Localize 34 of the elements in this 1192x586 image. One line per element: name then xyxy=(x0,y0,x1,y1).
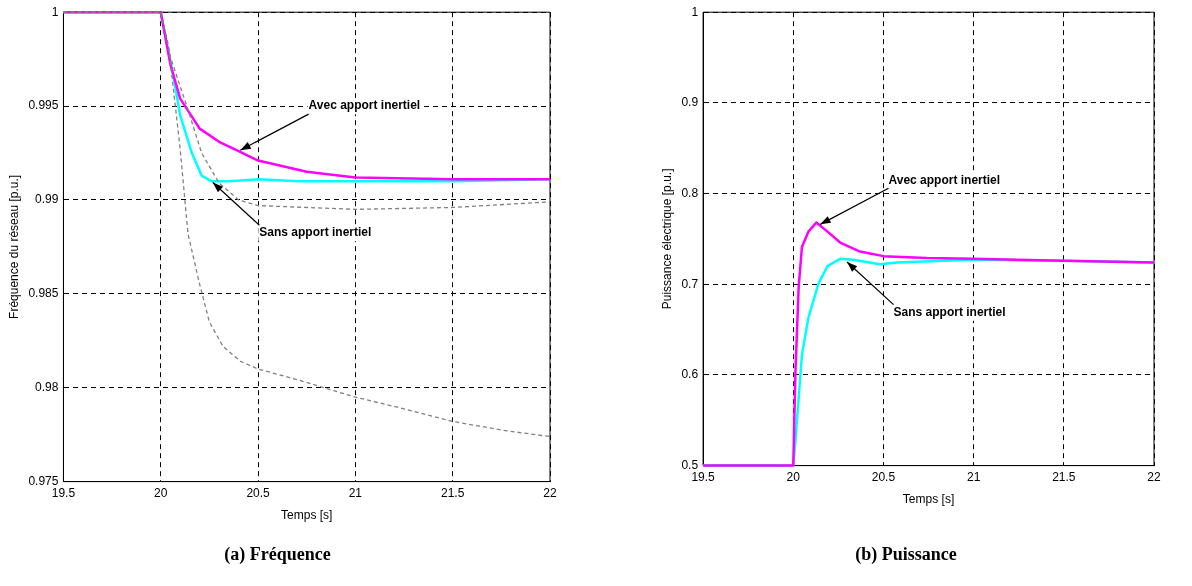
y-tick-label: 0.9 xyxy=(681,95,699,110)
y-tick-label: 0.99 xyxy=(35,192,59,207)
x-tick-label: 21 xyxy=(348,486,363,501)
x-tick-label: 20 xyxy=(154,486,168,501)
y-tick-label: 0.7 xyxy=(681,276,699,291)
annotation: Avec apport inertiel xyxy=(308,98,421,113)
y-tick-label: 1 xyxy=(691,4,699,19)
text: (a) Fréquence xyxy=(224,543,331,565)
x-tick-label: 19.5 xyxy=(691,470,716,485)
x-tick-label: 20.5 xyxy=(246,486,271,501)
y-tick-label: 0.985 xyxy=(28,286,59,301)
y-tick-label: 0.975 xyxy=(28,473,59,488)
y-axis-title: Puissance électrique [p.u.] xyxy=(659,168,674,310)
annotation: Avec apport inertiel xyxy=(888,172,1001,187)
x-tick-label: 20.5 xyxy=(871,470,896,485)
y-axis-title: Fréquence du réseau [p.u.] xyxy=(6,174,21,319)
y-tick-label: 0.6 xyxy=(681,367,699,382)
y-tick-label: 0.8 xyxy=(681,185,699,200)
x-axis-title: Temps [s] xyxy=(281,507,333,522)
text: (b) Puissance xyxy=(855,543,957,565)
y-tick-label: 0.995 xyxy=(28,98,59,113)
x-tick-label: 21 xyxy=(966,470,981,485)
y-tick-label: 0.5 xyxy=(681,457,699,472)
y-tick-label: 1 xyxy=(51,4,59,19)
annotation: Sans apport inertiel xyxy=(893,304,1006,319)
x-tick-label: 21.5 xyxy=(441,486,465,501)
y-tick-label: 0.98 xyxy=(35,380,59,395)
annotation: Sans apport inertiel xyxy=(259,225,372,240)
x-tick-label: 19.5 xyxy=(51,486,76,501)
x-tick-label: 22 xyxy=(1147,470,1161,485)
x-tick-label: 20 xyxy=(786,470,801,485)
x-tick-label: 22 xyxy=(543,486,557,501)
x-tick-label: 21.5 xyxy=(1052,470,1076,485)
x-axis-title: Temps [s] xyxy=(902,491,955,506)
